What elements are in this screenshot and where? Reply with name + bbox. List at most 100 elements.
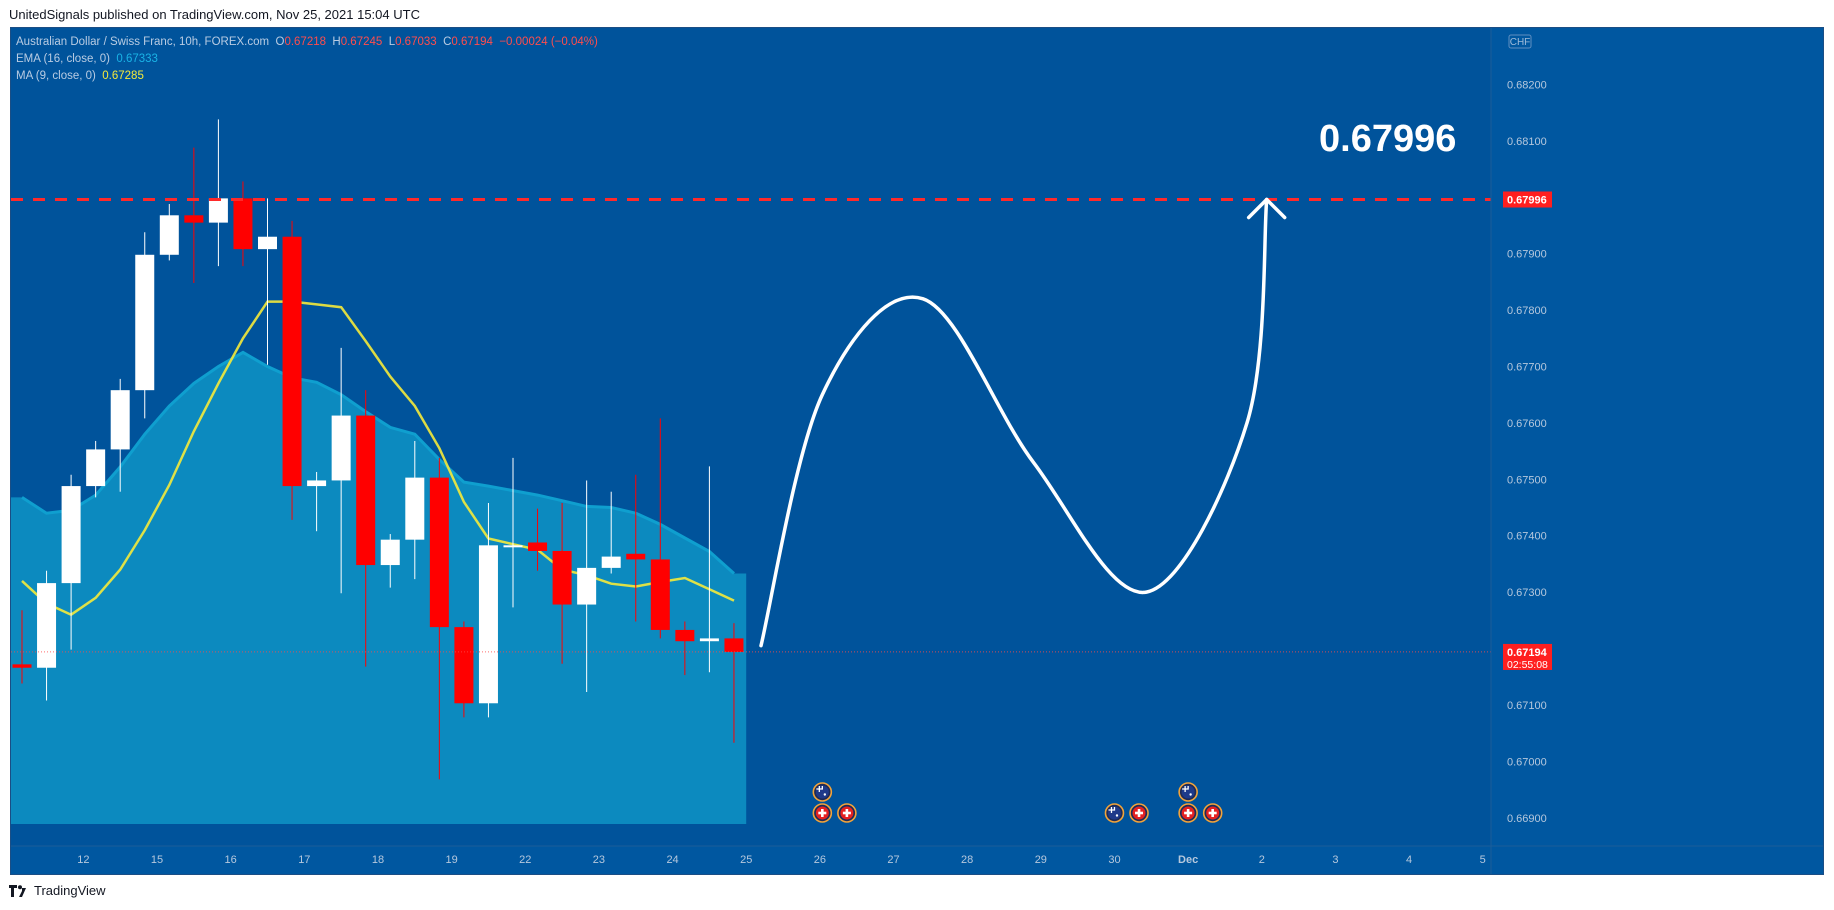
published-caption: UnitedSignals published on TradingView.c… xyxy=(9,7,420,22)
y-tick-label: 0.67700 xyxy=(1507,361,1547,373)
candle-body[interactable] xyxy=(454,627,474,704)
x-tick-label: 28 xyxy=(961,854,973,866)
y-tick-label: 0.67000 xyxy=(1507,756,1547,768)
candle-body[interactable] xyxy=(12,664,32,668)
candle-body[interactable] xyxy=(528,542,548,551)
x-tick-label: 12 xyxy=(77,854,89,866)
candle-body[interactable] xyxy=(478,545,498,704)
candle-body[interactable] xyxy=(110,390,130,450)
high-label: H xyxy=(332,36,341,48)
x-tick-label: 29 xyxy=(1035,854,1047,866)
x-tick-label: 18 xyxy=(372,854,384,866)
candle-body[interactable] xyxy=(675,629,695,642)
candle-body[interactable] xyxy=(429,477,449,628)
candle-body[interactable] xyxy=(258,236,277,250)
candle-body[interactable] xyxy=(380,539,400,566)
open-value: 0.67218 xyxy=(284,36,327,48)
countdown-label: 02:55:08 xyxy=(1507,659,1548,671)
candle-body[interactable] xyxy=(405,477,425,540)
ema-label: EMA (16, close, 0) xyxy=(16,53,110,65)
x-tick-label: 15 xyxy=(151,854,163,866)
x-tick-label: 30 xyxy=(1108,854,1120,866)
flag-star xyxy=(1115,814,1119,817)
candle-body[interactable] xyxy=(135,254,155,391)
candle-body[interactable] xyxy=(282,236,302,487)
candle-body[interactable] xyxy=(699,638,719,642)
ma-label: MA (9, close, 0) xyxy=(16,70,96,82)
y-tick-label: 0.67300 xyxy=(1507,587,1547,599)
candle-body[interactable] xyxy=(307,480,327,487)
price-chart[interactable]: 0.67996 CHF 0.68200 0.68100 0.67900 0.67800 0.… xyxy=(11,28,1823,874)
candle-body[interactable] xyxy=(577,567,597,605)
x-tick-label: 3 xyxy=(1332,854,1338,866)
flag-union xyxy=(1182,786,1189,792)
legend-ma-row[interactable]: MA (9, close, 0) 0.67285 xyxy=(16,68,598,85)
flag-cross xyxy=(1135,811,1144,815)
high-value: 0.67245 xyxy=(340,36,383,48)
x-tick-label: 16 xyxy=(225,854,237,866)
currency-label: CHF xyxy=(1510,37,1531,48)
current-price-tag[interactable] xyxy=(1503,643,1552,670)
x-tick-label: 19 xyxy=(446,854,458,866)
currency-badge[interactable] xyxy=(1508,34,1532,49)
tradingview-logo-icon[interactable] xyxy=(9,884,29,897)
low-label: L xyxy=(388,36,396,48)
x-tick-label: 5 xyxy=(1480,854,1486,866)
y-tick-label: 0.67600 xyxy=(1507,418,1547,430)
x-tick-label: 2 xyxy=(1259,854,1265,866)
ema-value: 0.67333 xyxy=(116,53,158,65)
projection-curve[interactable] xyxy=(759,197,1269,648)
y-tick-label: 0.67400 xyxy=(1507,531,1547,543)
flag-union xyxy=(816,786,823,792)
x-tick-label: 17 xyxy=(298,854,310,866)
low-value: 0.67033 xyxy=(395,36,437,48)
flag-star xyxy=(1189,793,1192,796)
y-tick-label: 0.67800 xyxy=(1507,305,1547,317)
legend-ema-row[interactable]: EMA (16, close, 0) 0.67333 xyxy=(16,51,598,68)
y-tick-label: 0.68100 xyxy=(1507,136,1547,148)
y-tick-label: 0.66900 xyxy=(1507,813,1547,825)
x-tick-label: 26 xyxy=(814,854,826,866)
close-label: C xyxy=(443,36,452,48)
candle-body[interactable] xyxy=(724,638,744,652)
x-tick-label: 27 xyxy=(887,854,899,866)
candle-body[interactable] xyxy=(601,556,621,568)
candle-body[interactable] xyxy=(208,198,228,223)
candle-body[interactable] xyxy=(626,553,646,560)
symbol-label: Australian Dollar / Swiss Franc, 10h, FO… xyxy=(16,36,270,48)
candle-body[interactable] xyxy=(159,215,179,255)
x-tick-label: 4 xyxy=(1406,854,1412,866)
candle-body[interactable] xyxy=(37,583,57,668)
candle-body[interactable] xyxy=(331,415,351,481)
target-price-tag[interactable] xyxy=(1503,191,1552,208)
flag-union xyxy=(1108,807,1116,813)
current-price-label: 0.67194 xyxy=(1507,647,1548,659)
legend-symbol-row: Australian Dollar / Swiss Franc, 10h, FO… xyxy=(16,34,598,51)
candle-body[interactable] xyxy=(61,486,81,584)
y-tick-label: 0.68200 xyxy=(1507,79,1547,91)
x-tick-label: Dec xyxy=(1178,854,1198,866)
candle-body[interactable] xyxy=(650,559,670,630)
open-label: O xyxy=(275,36,285,48)
candle-body[interactable] xyxy=(184,215,204,223)
ema-line xyxy=(21,350,735,575)
x-tick-label: 24 xyxy=(666,854,678,866)
flag-cross xyxy=(1208,811,1217,815)
flag-star xyxy=(823,793,827,796)
target-price-label: 0.67996 xyxy=(1507,194,1547,206)
candle-body[interactable] xyxy=(503,545,523,548)
flag-cross xyxy=(842,811,851,815)
x-tick-label: 25 xyxy=(740,854,752,866)
candle-body[interactable] xyxy=(233,198,253,250)
candle-body[interactable] xyxy=(356,415,376,566)
candle-body[interactable] xyxy=(86,449,106,487)
close-value: 0.67194 xyxy=(451,36,493,48)
chart-container[interactable]: 0.67996 CHF 0.68200 0.68100 0.67900 0.67800 0.… xyxy=(10,27,1824,875)
y-tick-label: 0.67100 xyxy=(1507,700,1547,712)
flag-cross xyxy=(1184,811,1193,815)
flag-cross xyxy=(818,811,827,815)
x-tick-label: 22 xyxy=(519,854,531,866)
candle-body[interactable] xyxy=(552,550,572,605)
ema-area-fill xyxy=(11,352,747,824)
footer-brand[interactable]: TradingView xyxy=(34,883,106,898)
